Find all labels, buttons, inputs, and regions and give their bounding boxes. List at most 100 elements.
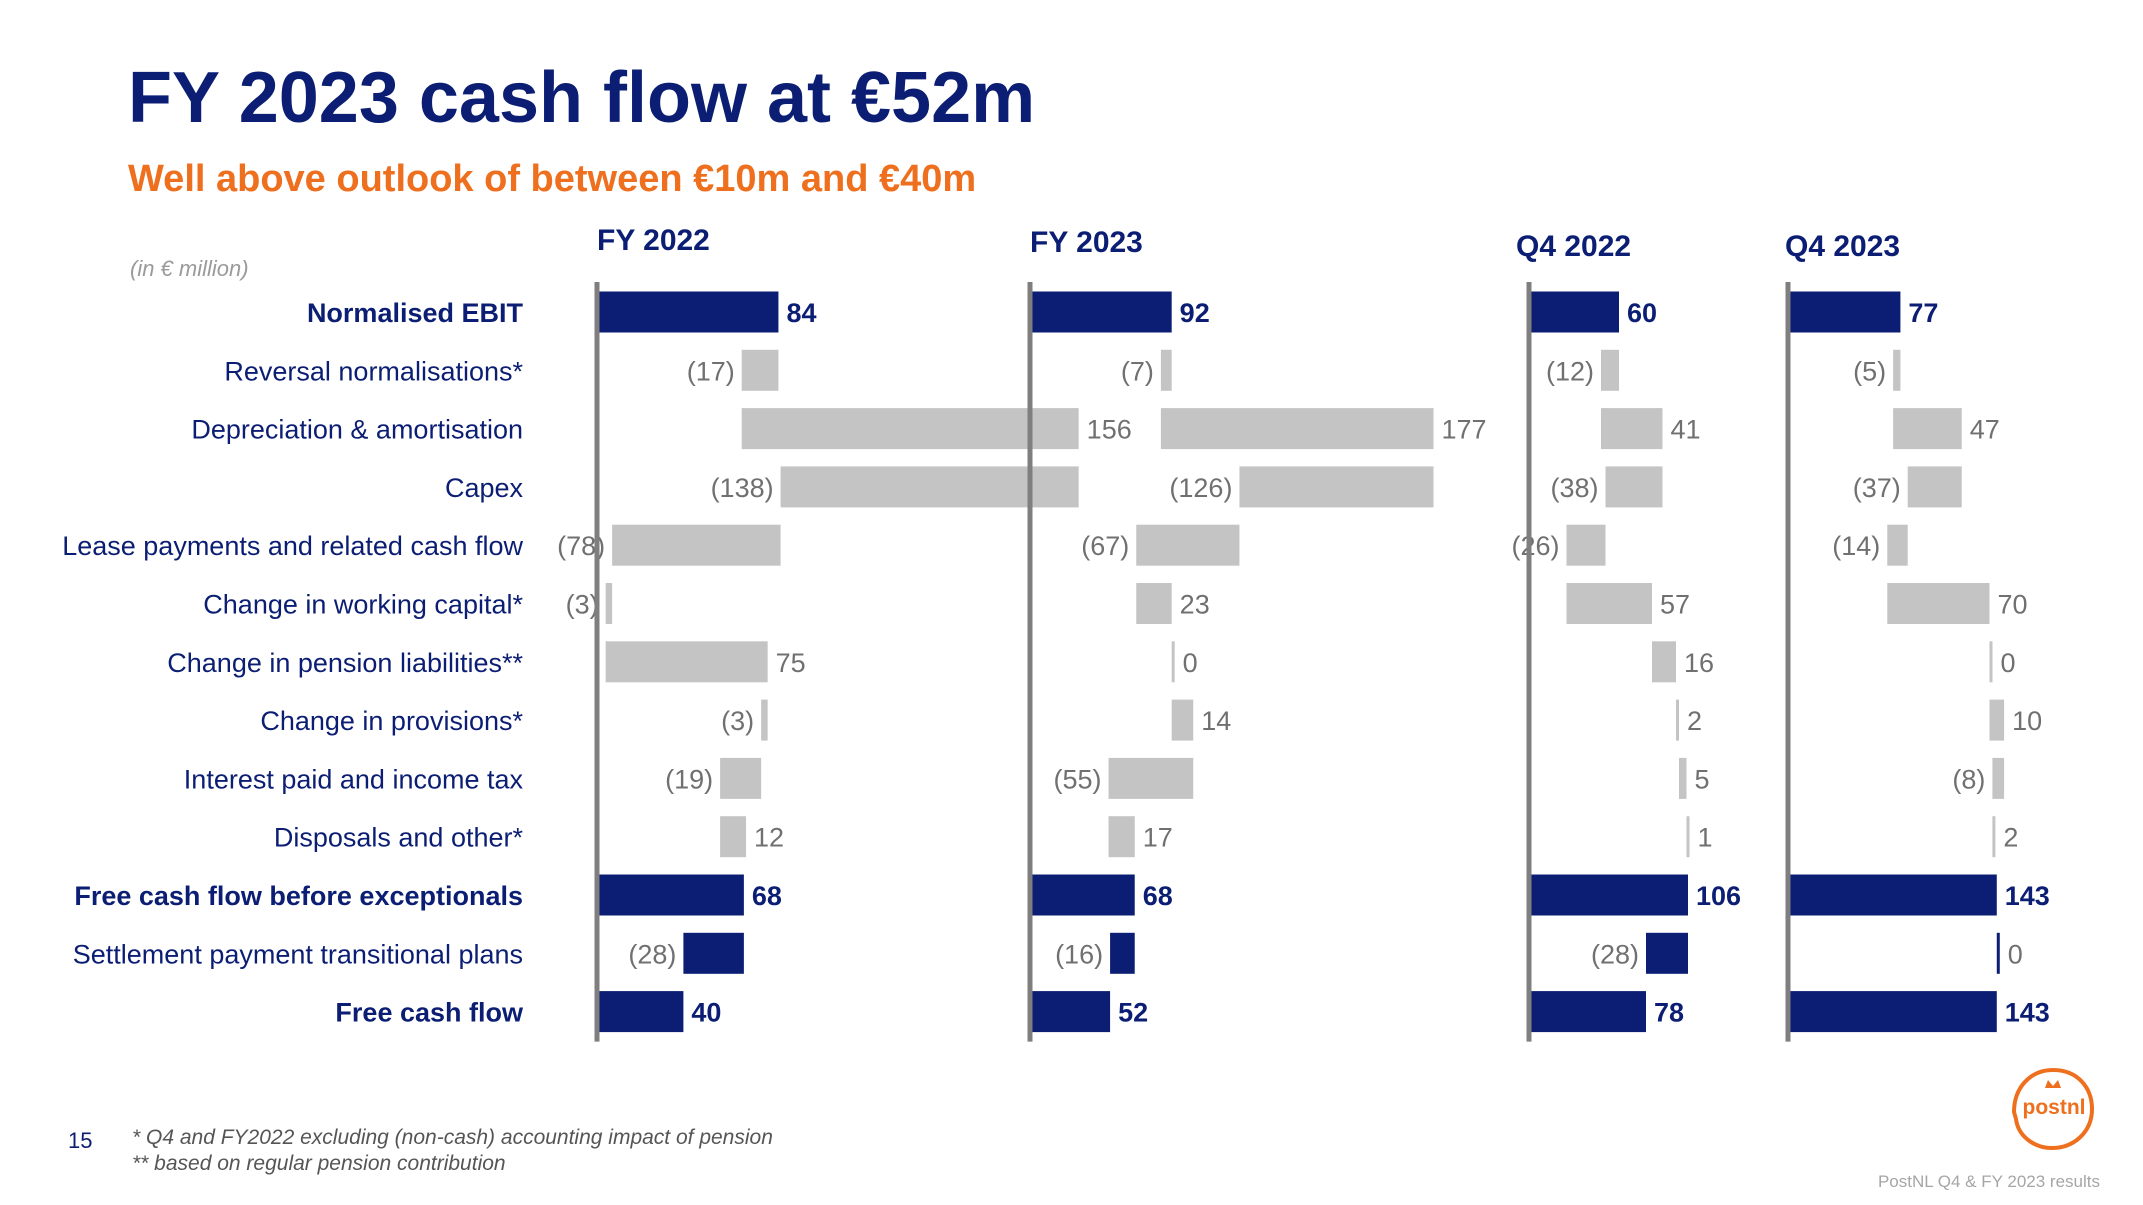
logo-outline xyxy=(2011,1067,2095,1151)
category-label-lease-payments-and-related-cash-flow: Lease payments and related cash flow xyxy=(62,531,523,561)
bar-fy-2023-change-in-provisions xyxy=(1171,699,1194,741)
value-label-fy-2022-depreciation-amortisation: 156 xyxy=(1087,415,1132,445)
bar-q4-2022-reversal-normalisations xyxy=(1601,349,1619,391)
bar-fy-2023-reversal-normalisations xyxy=(1160,349,1172,391)
bar-q4-2023-depreciation-amortisation xyxy=(1893,408,1962,450)
bar-fy-2022-change-in-provisions xyxy=(761,699,768,741)
bar-fy-2022-free-cash-flow-before-exceptionals xyxy=(597,874,744,916)
category-label-free-cash-flow-before-exceptionals: Free cash flow before exceptionals xyxy=(74,881,523,911)
footnote-2: ** based on regular pension contribution xyxy=(132,1152,506,1175)
bar-fy-2022-normalised-ebit xyxy=(597,291,779,333)
value-label-q4-2022-depreciation-amortisation: 41 xyxy=(1671,415,1701,445)
value-label-fy-2023-capex: (126) xyxy=(1169,473,1232,503)
bar-fy-2022-interest-paid-and-income-tax xyxy=(720,757,762,799)
bar-fy-2023-free-cash-flow-before-exceptionals xyxy=(1030,874,1135,916)
category-label-change-in-working-capital: Change in working capital* xyxy=(203,590,523,620)
series-header-fy-2022: FY 2022 xyxy=(597,224,710,257)
value-label-q4-2022-change-in-pension-liabilities: 16 xyxy=(1684,648,1714,678)
bar-fy-2023-free-cash-flow xyxy=(1030,991,1111,1033)
series-header-fy-2023: FY 2023 xyxy=(1030,226,1143,259)
series-header-q4-2023: Q4 2023 xyxy=(1785,230,1900,263)
bar-q4-2023-change-in-provisions xyxy=(1989,699,2005,741)
bar-q4-2023-lease-payments-and-related-cash-flow xyxy=(1887,524,1908,566)
bar-fy-2022-disposals-and-other xyxy=(720,816,747,858)
bar-fy-2023-normalised-ebit xyxy=(1030,291,1172,333)
value-label-fy-2022-disposals-and-other: 12 xyxy=(754,823,784,853)
category-label-change-in-pension-liabilities: Change in pension liabilities** xyxy=(167,648,523,678)
page-subtitle: Well above outlook of between €10m and €… xyxy=(128,158,977,200)
bar-q4-2023-change-in-pension-liabilities xyxy=(1989,641,1993,683)
value-label-fy-2022-settlement-payment-transitional-plans: (28) xyxy=(628,939,676,969)
value-label-q4-2022-free-cash-flow: 78 xyxy=(1654,998,1684,1028)
bar-q4-2022-normalised-ebit xyxy=(1529,291,1619,333)
value-label-q4-2023-normalised-ebit: 77 xyxy=(1908,298,1938,328)
value-label-fy-2023-free-cash-flow: 52 xyxy=(1118,998,1148,1028)
category-label-settlement-payment-transitional-plans: Settlement payment transitional plans xyxy=(73,939,523,969)
value-label-fy-2023-reversal-normalisations: (7) xyxy=(1121,356,1154,386)
bar-fy-2022-lease-payments-and-related-cash-flow xyxy=(612,524,781,566)
bar-fy-2023-disposals-and-other xyxy=(1108,816,1135,858)
value-label-q4-2023-change-in-working-capital: 70 xyxy=(1997,590,2027,620)
bar-fy-2022-depreciation-amortisation xyxy=(741,408,1079,450)
value-label-fy-2022-interest-paid-and-income-tax: (19) xyxy=(665,764,713,794)
bar-fy-2023-change-in-pension-liabilities xyxy=(1171,641,1175,683)
bar-fy-2022-change-in-working-capital xyxy=(605,583,613,624)
category-label-capex: Capex xyxy=(445,473,524,503)
value-label-q4-2022-settlement-payment-transitional-plans: (28) xyxy=(1591,939,1639,969)
bar-fy-2023-change-in-working-capital xyxy=(1136,583,1172,624)
bar-fy-2022-capex xyxy=(780,466,1079,508)
value-label-fy-2023-change-in-working-capital: 23 xyxy=(1180,590,1210,620)
value-label-q4-2023-interest-paid-and-income-tax: (8) xyxy=(1952,764,1985,794)
value-label-q4-2023-free-cash-flow: 143 xyxy=(2005,998,2050,1028)
bar-q4-2022-free-cash-flow xyxy=(1529,991,1646,1033)
bar-q4-2023-capex xyxy=(1907,466,1962,508)
value-label-fy-2022-change-in-pension-liabilities: 75 xyxy=(776,648,806,678)
value-label-q4-2023-change-in-provisions: 10 xyxy=(2012,706,2042,736)
category-label-depreciation-amortisation: Depreciation & amortisation xyxy=(191,415,523,445)
value-label-fy-2023-change-in-pension-liabilities: 0 xyxy=(1183,648,1198,678)
value-label-q4-2023-reversal-normalisations: (5) xyxy=(1853,356,1886,386)
category-label-reversal-normalisations: Reversal normalisations* xyxy=(224,356,523,386)
bar-fy-2023-settlement-payment-transitional-plans xyxy=(1110,932,1135,974)
category-label-disposals-and-other: Disposals and other* xyxy=(274,823,524,853)
bar-q4-2023-change-in-working-capital xyxy=(1887,583,1990,624)
category-label-free-cash-flow: Free cash flow xyxy=(335,998,524,1028)
value-label-q4-2023-free-cash-flow-before-exceptionals: 143 xyxy=(2005,881,2050,911)
value-label-fy-2022-free-cash-flow: 40 xyxy=(691,998,721,1028)
series-header-q4-2022: Q4 2022 xyxy=(1516,230,1631,263)
crown-icon xyxy=(2045,1080,2061,1088)
value-label-fy-2023-normalised-ebit: 92 xyxy=(1180,298,1210,328)
category-label-normalised-ebit: Normalised EBIT xyxy=(307,298,524,328)
value-label-q4-2022-free-cash-flow-before-exceptionals: 106 xyxy=(1696,881,1741,911)
value-label-q4-2022-interest-paid-and-income-tax: 5 xyxy=(1695,764,1710,794)
value-label-fy-2022-normalised-ebit: 84 xyxy=(786,298,816,328)
value-label-fy-2023-interest-paid-and-income-tax: (55) xyxy=(1054,764,1102,794)
value-label-fy-2022-capex: (138) xyxy=(711,473,774,503)
bar-fy-2023-lease-payments-and-related-cash-flow xyxy=(1136,524,1240,566)
value-label-q4-2022-normalised-ebit: 60 xyxy=(1627,298,1657,328)
value-label-q4-2022-reversal-normalisations: (12) xyxy=(1546,356,1594,386)
value-label-q4-2023-disposals-and-other: 2 xyxy=(2003,823,2018,853)
value-label-q4-2023-change-in-pension-liabilities: 0 xyxy=(2000,648,2015,678)
value-label-q4-2022-disposals-and-other: 1 xyxy=(1698,823,1713,853)
bar-q4-2022-free-cash-flow-before-exceptionals xyxy=(1529,874,1688,916)
value-label-q4-2022-lease-payments-and-related-cash-flow: (26) xyxy=(1511,531,1559,561)
value-label-fy-2023-change-in-provisions: 14 xyxy=(1201,706,1231,736)
value-label-fy-2022-reversal-normalisations: (17) xyxy=(687,356,735,386)
value-label-fy-2022-free-cash-flow-before-exceptionals: 68 xyxy=(752,881,782,911)
bar-q4-2023-free-cash-flow xyxy=(1788,991,1997,1033)
bar-q4-2022-depreciation-amortisation xyxy=(1601,408,1663,450)
page-title: FY 2023 cash flow at €52m xyxy=(128,58,1036,138)
value-label-q4-2023-depreciation-amortisation: 47 xyxy=(1970,415,2000,445)
value-label-fy-2022-change-in-working-capital: (3) xyxy=(566,590,599,620)
bar-fy-2023-depreciation-amortisation xyxy=(1160,408,1434,450)
bar-q4-2022-lease-payments-and-related-cash-flow xyxy=(1566,524,1606,566)
value-label-q4-2022-capex: (38) xyxy=(1550,473,1598,503)
bar-fy-2022-settlement-payment-transitional-plans xyxy=(683,932,744,974)
bar-q4-2022-disposals-and-other xyxy=(1686,816,1690,858)
bar-fy-2023-interest-paid-and-income-tax xyxy=(1108,757,1194,799)
footer-text: PostNL Q4 & FY 2023 results xyxy=(1877,1172,2100,1191)
bar-q4-2022-settlement-payment-transitional-plans xyxy=(1646,932,1688,974)
logo-text: postnl xyxy=(2023,1096,2086,1119)
